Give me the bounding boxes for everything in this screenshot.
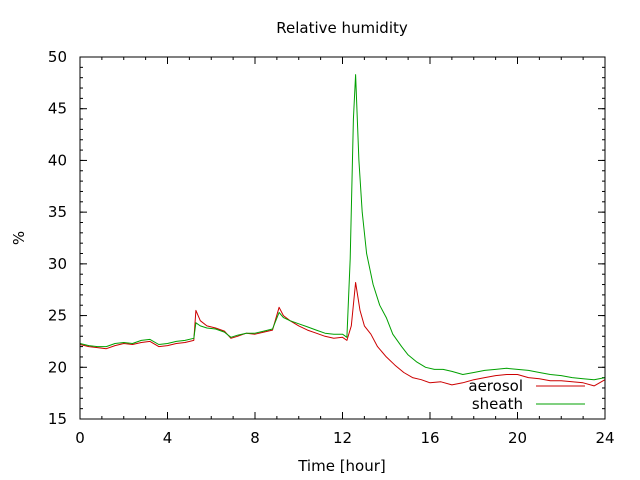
y-tick-label: 15: [48, 410, 67, 428]
legend-label-sheath: sheath: [472, 395, 523, 413]
y-tick-label: 25: [48, 307, 67, 325]
axis-ticks: [79, 56, 606, 420]
y-tick-label: 30: [48, 255, 67, 273]
y-tick-label: 20: [48, 358, 67, 376]
plot-frame: [79, 56, 606, 420]
y-tick-label: 35: [48, 203, 67, 221]
y-tick-label: 40: [48, 151, 67, 169]
x-tick-label: 24: [595, 429, 614, 447]
y-tick-label: 45: [48, 100, 67, 118]
x-tick-label: 4: [163, 429, 173, 447]
x-tick-label: 16: [420, 429, 439, 447]
x-tick-label: 0: [75, 429, 85, 447]
y-tick-label: 50: [48, 48, 67, 66]
legend-label-aerosol: aerosol: [468, 377, 523, 395]
chart-title: Relative humidity: [276, 19, 408, 37]
tick-labels: 0 4 8 12 16 20 24 15 20 25 30 35 40 45 50: [48, 48, 615, 447]
y-axis-label: %: [10, 231, 28, 245]
x-tick-label: 12: [333, 429, 352, 447]
x-tick-label: 20: [508, 429, 527, 447]
series-line-sheath: [79, 74, 606, 381]
series-layer: [79, 74, 606, 387]
series-line-aerosol: [79, 282, 606, 387]
x-axis-label: Time [hour]: [297, 457, 386, 475]
x-tick-label: 8: [250, 429, 260, 447]
